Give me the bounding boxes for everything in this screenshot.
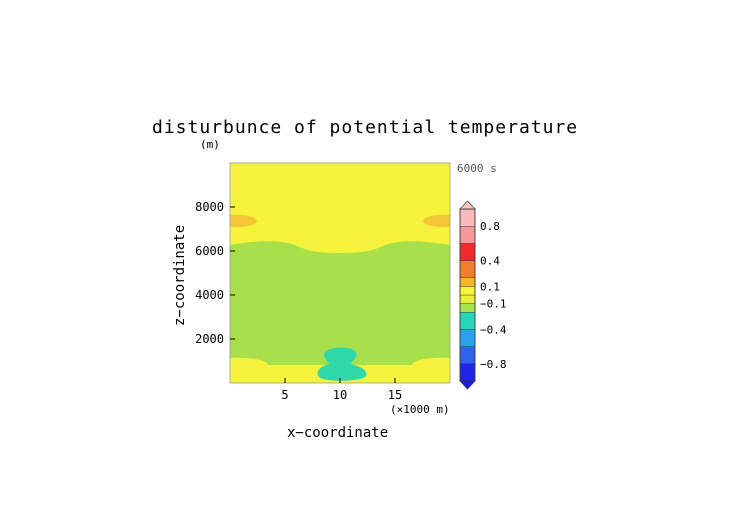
right-warm-lobe	[423, 214, 450, 228]
colorbar-tick-label: −0.4	[480, 323, 507, 336]
colorbar-tick-label: 0.8	[480, 220, 500, 233]
y-tick-label: 4000	[195, 288, 224, 302]
right-low-tongue	[412, 357, 450, 370]
colorbar-segment	[459, 363, 476, 382]
colorbar-segment	[459, 329, 476, 347]
colorbar-segment	[459, 225, 476, 244]
colorbar-tick-label: 0.4	[480, 255, 500, 268]
colorbar-tick-label: −0.1	[480, 298, 507, 311]
colorbar-segment	[459, 243, 476, 261]
time-label: 6000 s	[457, 162, 497, 175]
colorbar-frame	[459, 208, 476, 382]
x-tick-label: 10	[333, 388, 347, 402]
x-tick-label: 15	[388, 388, 402, 402]
cold-bubble-region	[317, 347, 367, 381]
colorbar-segment	[459, 260, 476, 279]
colorbar-segment	[459, 286, 476, 296]
colorbar-segment	[459, 294, 476, 304]
axes: 5 10 15 2000 4000 6000 8000	[195, 200, 402, 402]
colorbar-tick-label: 0.1	[480, 280, 500, 293]
colorbar-segment	[459, 208, 476, 227]
colorbar-segment	[459, 303, 476, 313]
colorbar-segment	[459, 277, 476, 287]
colorbar: 0.8 0.4 0.1 −0.1 −0.4 −0.8	[459, 200, 507, 390]
x-tick-label: 5	[281, 388, 288, 402]
colorbar-segment	[459, 312, 476, 330]
y-tick-label: 2000	[195, 332, 224, 346]
colorbar-tick-label: −0.8	[480, 358, 507, 371]
colorbar-over-arrow	[459, 200, 476, 210]
plot-area	[229, 162, 451, 384]
colorbar-segment	[459, 346, 476, 365]
x-unit-label: (×1000 m)	[390, 403, 450, 416]
green-region	[230, 241, 450, 365]
colorbar-under-arrow	[459, 380, 476, 390]
y-unit-label: (m)	[200, 138, 220, 151]
y-tick-label: 8000	[195, 200, 224, 214]
chart-title: disturbunce of potential temperature	[152, 117, 578, 138]
left-warm-lobe	[230, 214, 257, 228]
y-tick-label: 6000	[195, 244, 224, 258]
left-low-tongue	[230, 357, 268, 370]
x-axis-label: x−coordinate	[287, 425, 388, 441]
y-axis-label: z−coordinate	[172, 225, 188, 326]
